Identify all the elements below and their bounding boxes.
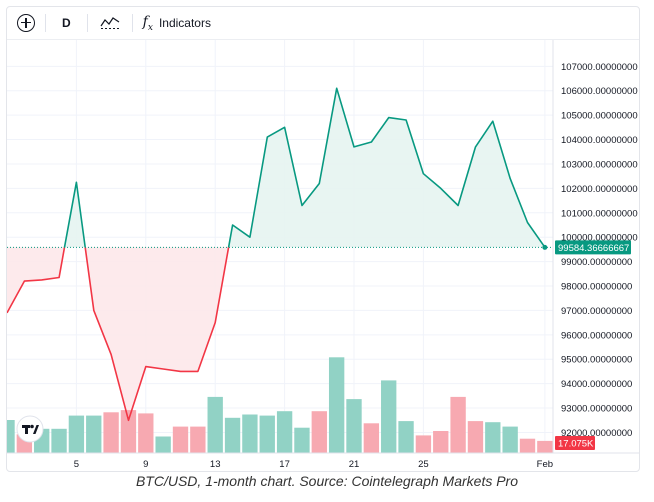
volume-bar [120, 410, 137, 453]
volume-bar [86, 415, 102, 453]
y-tick-label: 93000.00000000 [561, 404, 632, 415]
last-price-label: 99584.36666667 [558, 243, 629, 254]
toolbar-divider [131, 14, 133, 32]
chart-style-button[interactable] [88, 7, 132, 39]
area-below-baseline [85, 247, 229, 421]
indicators-button[interactable]: fx Indicators [133, 7, 221, 39]
toolbar-divider [45, 14, 46, 32]
volume-bar [519, 438, 536, 453]
volume-bar [328, 357, 345, 453]
y-tick-label: 100000.00000000 [561, 233, 638, 244]
chart-widget: D fx Indicators 92000.00000000 93000.0000… [6, 6, 640, 472]
price-line-down [84, 247, 230, 422]
area-above-baseline [64, 182, 86, 248]
volume-bar [346, 399, 362, 453]
area-above-baseline [228, 88, 545, 248]
x-tick-label: 21 [349, 459, 360, 470]
x-tick-label: 9 [143, 459, 148, 470]
volume-bar [138, 413, 154, 453]
interval-label: D [62, 16, 71, 30]
volume-bar [485, 422, 501, 453]
y-tick-label: 105000.00000000 [561, 111, 638, 122]
volume-bar [172, 426, 189, 453]
toolbar-divider [86, 14, 88, 32]
chart-style-icon [100, 17, 120, 29]
x-tick-label: 17 [279, 459, 290, 470]
y-tick-label: 94000.00000000 [561, 379, 632, 390]
volume-bar [190, 426, 206, 453]
y-tick-label: 92000.00000000 [561, 428, 632, 439]
x-tick-label: 13 [210, 459, 221, 470]
volume-bar [381, 380, 397, 453]
y-tick-label: 95000.00000000 [561, 355, 632, 366]
volume-bar [294, 427, 310, 453]
volume-bar [450, 396, 466, 453]
volume-bar [51, 428, 67, 453]
volume-bar [155, 436, 171, 453]
last-volume-badge [555, 436, 595, 450]
y-tick-label: 97000.00000000 [561, 306, 632, 317]
chart-caption: BTC/USD, 1-month chart. Source: Cointele… [135, 473, 519, 489]
price-chart[interactable]: 92000.00000000 93000.00000000 94000.000000… [7, 40, 639, 472]
last-price-dot [542, 244, 548, 250]
volume-bar [68, 415, 85, 453]
price-line-up [227, 87, 546, 248]
fx-icon: fx [142, 13, 153, 33]
volume-bar [398, 421, 414, 453]
price-line-down [7, 247, 66, 314]
volume-bar [242, 414, 258, 453]
chart-toolbar: D fx Indicators [7, 7, 639, 40]
last-volume-label: 17.075K [558, 439, 594, 450]
volume-bar [537, 440, 553, 453]
circle-plus-icon [17, 14, 35, 32]
volume-bar [259, 415, 275, 453]
add-symbol-button[interactable] [7, 7, 45, 39]
volume-bar [467, 421, 484, 453]
volume-bar [415, 435, 432, 453]
y-tick-label: 104000.00000000 [561, 135, 638, 146]
volume-bar [103, 412, 119, 453]
x-tick-label: 5 [74, 459, 79, 470]
y-tick-label: 99000.00000000 [561, 257, 632, 268]
volume-bar [276, 411, 293, 453]
indicators-label: Indicators [158, 16, 211, 30]
y-tick-label: 102000.00000000 [561, 184, 638, 195]
x-tick-label: 25 [418, 459, 429, 470]
y-tick-label: 103000.00000000 [561, 159, 638, 170]
x-tick-label: Feb [537, 459, 553, 470]
y-tick-label: 107000.00000000 [561, 62, 638, 73]
y-tick-label: 96000.00000000 [561, 330, 632, 341]
last-price-badge [555, 240, 631, 255]
volume-bar [224, 417, 241, 453]
volume-bar [207, 396, 223, 453]
volume-bar [502, 426, 518, 453]
y-tick-label: 98000.00000000 [561, 282, 632, 293]
interval-button[interactable]: D [46, 7, 87, 39]
volume-bar [363, 423, 380, 453]
volume-bar [311, 411, 327, 453]
tradingview-logo[interactable] [16, 415, 44, 443]
price-line-up [63, 181, 86, 248]
volume-bar [7, 420, 15, 453]
y-tick-label: 101000.00000000 [561, 208, 638, 219]
volume-bar [433, 431, 449, 453]
y-tick-label: 106000.00000000 [561, 86, 638, 97]
